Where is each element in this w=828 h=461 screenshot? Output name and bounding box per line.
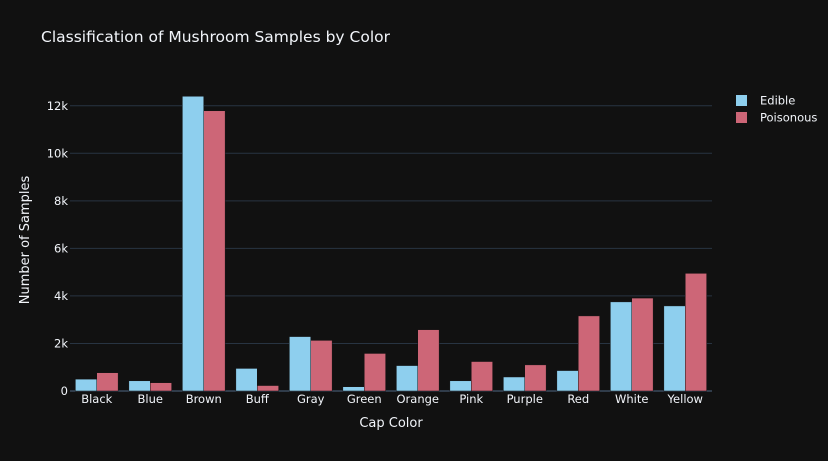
legend[interactable]: Edible Poisonous — [736, 94, 817, 125]
bar-edible-pink[interactable] — [449, 380, 472, 392]
x-tick-label: Gray — [297, 392, 325, 406]
legend-label: Poisonous — [760, 111, 817, 125]
x-tick-label: Blue — [138, 392, 163, 406]
x-tick-label: Buff — [246, 392, 270, 406]
bar-poisonous-buff[interactable] — [257, 385, 279, 392]
x-tick-label: Green — [347, 392, 382, 406]
bar-edible-buff[interactable] — [235, 368, 258, 392]
bar-edible-gray[interactable] — [289, 336, 312, 392]
legend-swatch — [736, 112, 747, 123]
bar-poisonous-brown[interactable] — [203, 110, 226, 392]
x-tick-label: Purple — [507, 392, 543, 406]
y-tick-label: 2k — [54, 336, 68, 350]
bar-edible-orange[interactable] — [396, 365, 419, 392]
y-tick-label: 12k — [47, 99, 69, 113]
x-tick-label: Brown — [186, 392, 222, 406]
x-tick-label: White — [615, 392, 648, 406]
legend-label: Edible — [760, 94, 795, 108]
bar-edible-brown[interactable] — [182, 96, 205, 392]
x-tick-label: Black — [81, 392, 112, 406]
bar-poisonous-white[interactable] — [631, 297, 654, 392]
x-tick-label: Orange — [397, 392, 440, 406]
y-tick-label: 6k — [54, 241, 68, 255]
y-axis-label: Number of Samples — [18, 176, 33, 305]
legend-swatch — [736, 95, 747, 106]
bar-edible-yellow[interactable] — [663, 305, 686, 392]
y-tick-label: 4k — [54, 289, 68, 303]
bar-edible-black[interactable] — [75, 378, 97, 392]
bar-poisonous-purple[interactable] — [524, 364, 547, 392]
bar-poisonous-pink[interactable] — [471, 361, 493, 392]
bar-edible-green[interactable] — [342, 386, 365, 392]
y-tick-label: 8k — [54, 194, 68, 208]
x-axis-label: Cap Color — [359, 416, 423, 431]
x-tick-label: Yellow — [667, 392, 703, 406]
y-tick-label: 10k — [47, 146, 69, 160]
x-tick-label: Red — [567, 392, 589, 406]
bar-poisonous-orange[interactable] — [417, 329, 440, 392]
y-tick-label: 0 — [61, 384, 68, 398]
axis-layer: 0 2k 4k 6k 8k 10k 12k Black Blue Brown Buff Gray Gre… — [47, 99, 703, 406]
bar-poisonous-yellow[interactable] — [685, 273, 707, 392]
bar-edible-blue[interactable] — [128, 380, 151, 392]
bar-poisonous-black[interactable] — [96, 372, 119, 392]
grid-layer — [70, 105, 712, 392]
bar-poisonous-blue[interactable] — [150, 382, 172, 392]
bar-edible-white[interactable] — [610, 301, 632, 392]
bar-poisonous-green[interactable] — [364, 353, 386, 392]
bar-poisonous-red[interactable] — [578, 315, 600, 392]
chart-title: Classification of Mushroom Samples by Co… — [41, 28, 390, 46]
bar-poisonous-gray[interactable] — [310, 340, 333, 392]
x-tick-label: Pink — [459, 392, 483, 406]
bar-edible-red[interactable] — [556, 370, 579, 392]
legend-item-edible[interactable]: Edible — [736, 94, 795, 108]
legend-item-poisonous[interactable]: Poisonous — [736, 111, 817, 125]
bar-edible-purple[interactable] — [503, 376, 526, 392]
bar-layer — [75, 96, 707, 392]
